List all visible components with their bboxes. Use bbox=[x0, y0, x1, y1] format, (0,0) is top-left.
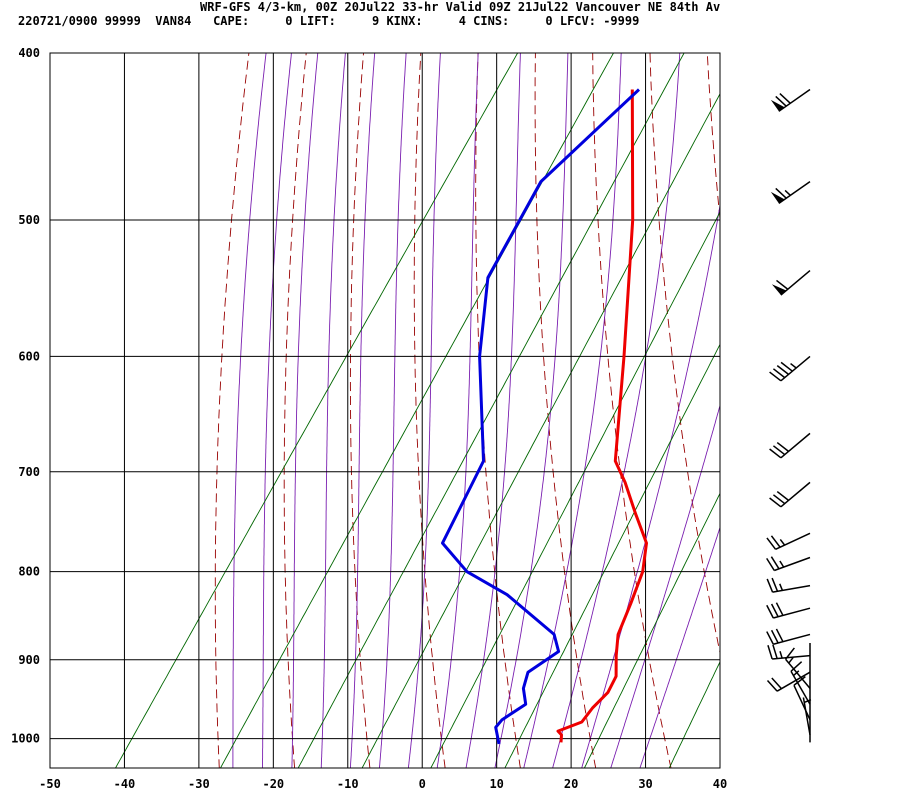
x-tick-label: -10 bbox=[337, 777, 359, 791]
dry-adiabat bbox=[762, 15, 900, 783]
wind-barb bbox=[769, 481, 811, 508]
moist-adiabat bbox=[378, 53, 407, 768]
wind-barb bbox=[766, 628, 811, 646]
wind-barb bbox=[769, 432, 811, 459]
x-tick-label: -20 bbox=[262, 777, 284, 791]
wind-barb bbox=[770, 180, 811, 205]
moist-adiabat bbox=[639, 526, 720, 768]
x-tick-label: -30 bbox=[188, 777, 210, 791]
moist-adiabat bbox=[320, 53, 346, 768]
background-lines bbox=[114, 15, 900, 783]
y-tick-label: 500 bbox=[18, 213, 40, 227]
x-tick-label: 30 bbox=[638, 777, 652, 791]
moist-adiabat bbox=[465, 53, 521, 768]
y-tick-label: 700 bbox=[18, 465, 40, 479]
mixing-ratio-line bbox=[430, 211, 720, 768]
dry-adiabat bbox=[475, 53, 521, 768]
y-tick-label: 400 bbox=[18, 46, 40, 60]
moist-adiabat bbox=[232, 53, 267, 768]
mixing-ratio-line bbox=[114, 53, 519, 768]
moist-adiabat bbox=[494, 53, 569, 768]
wind-barb bbox=[771, 270, 811, 296]
moist-adiabat bbox=[262, 53, 292, 768]
dry-adiabat bbox=[649, 53, 720, 655]
moist-adiabat bbox=[407, 53, 441, 768]
mixing-ratio-line bbox=[361, 92, 720, 768]
wind-barb bbox=[802, 697, 812, 736]
wind-barb bbox=[793, 676, 811, 721]
dewpoint-profile bbox=[441, 88, 641, 745]
dry-adiabat bbox=[818, 15, 900, 783]
wind-barb bbox=[767, 644, 811, 660]
temperature-profile bbox=[556, 89, 648, 743]
mixing-ratio-line bbox=[297, 53, 685, 768]
y-tick-label: 800 bbox=[18, 565, 40, 579]
mixing-ratio-line bbox=[504, 343, 720, 768]
grid bbox=[49, 52, 721, 769]
dry-adiabat bbox=[214, 53, 250, 768]
wind-barb bbox=[766, 577, 811, 593]
x-tick-label: 10 bbox=[489, 777, 503, 791]
dry-adiabat bbox=[592, 53, 672, 768]
moist-adiabat bbox=[291, 53, 319, 768]
wind-barb bbox=[766, 532, 811, 551]
dry-adiabat bbox=[706, 53, 720, 224]
dry-adiabat bbox=[413, 53, 446, 768]
x-tick-label: -50 bbox=[39, 777, 61, 791]
wind-barb bbox=[766, 671, 811, 692]
wind-barb bbox=[769, 355, 811, 382]
sounding-indices: 220721/0900 99999 VAN84 CAPE: 0 LIFT: 9 … bbox=[18, 14, 640, 28]
plot-frame bbox=[49, 52, 721, 769]
x-tick-label: 40 bbox=[713, 777, 727, 791]
wind-barb bbox=[766, 602, 811, 619]
wind-barb bbox=[784, 647, 811, 689]
chart-title: WRF-GFS 4/3-km, 00Z 20Jul22 33-hr Valid … bbox=[200, 0, 721, 14]
dry-adiabat bbox=[349, 53, 371, 768]
y-tick-label: 900 bbox=[18, 653, 40, 667]
dry-adiabat bbox=[283, 53, 307, 768]
mixing-ratio-line bbox=[583, 492, 720, 768]
x-tick-label: 0 bbox=[419, 777, 426, 791]
wind-barb bbox=[770, 88, 811, 112]
wind-barbs bbox=[766, 88, 812, 743]
wind-barb bbox=[766, 556, 811, 572]
wind-barb bbox=[790, 661, 811, 705]
dry-adiabat bbox=[875, 15, 900, 783]
x-tick-label: 20 bbox=[564, 777, 578, 791]
moist-adiabat bbox=[349, 53, 376, 768]
x-tick-label: -40 bbox=[114, 777, 136, 791]
dry-adiabat bbox=[534, 53, 597, 768]
y-tick-label: 1000 bbox=[11, 732, 40, 746]
y-tick-label: 600 bbox=[18, 349, 40, 363]
moist-adiabat bbox=[610, 403, 720, 768]
moist-adiabat bbox=[436, 53, 479, 768]
mixing-ratio-line bbox=[668, 660, 720, 768]
